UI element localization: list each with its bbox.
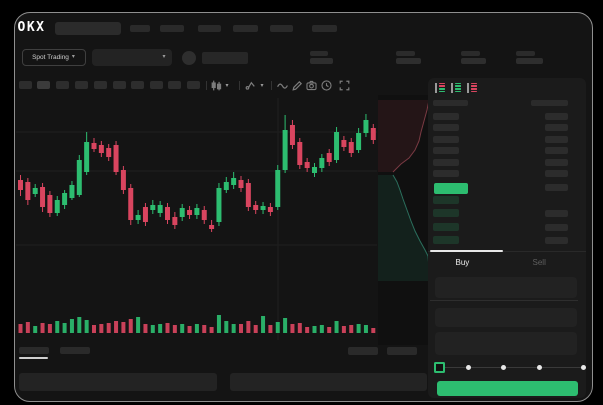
order-form-field[interactable]	[434, 331, 577, 355]
ticker-stat-value	[460, 57, 486, 64]
search-input[interactable]	[54, 21, 121, 35]
ask-size-placeholder	[544, 147, 568, 154]
buy-tab-indicator	[429, 250, 503, 252]
ticker-stat-label	[395, 50, 415, 56]
timeframe-button[interactable]	[55, 80, 69, 89]
slider-stop[interactable]	[581, 365, 586, 370]
app-window: OKX Spot Trading ▾ ▾ ▾ ▾	[14, 12, 593, 402]
history-clock-icon[interactable]	[320, 79, 332, 91]
fullscreen-icon[interactable]	[339, 80, 350, 91]
chevron-down-icon: ▾	[71, 54, 75, 60]
depth-chart[interactable]	[377, 94, 430, 345]
ticker-stat-value	[309, 57, 333, 64]
bid-price-placeholder[interactable]	[432, 209, 459, 217]
amount-slider-track[interactable]	[436, 366, 586, 368]
last-price-placeholder	[201, 51, 248, 64]
nav-item[interactable]	[159, 24, 184, 32]
bid-price-placeholder[interactable]	[432, 236, 459, 244]
market-type-selector[interactable]: Spot Trading ▾	[21, 48, 86, 66]
last-size-placeholder	[544, 183, 568, 191]
ask-size-placeholder	[544, 112, 568, 120]
nav-item[interactable]	[269, 24, 293, 32]
timeframe-button[interactable]	[186, 80, 200, 89]
ask-size-placeholder	[544, 158, 568, 166]
active-tab-underline	[18, 356, 48, 359]
chart-range-button[interactable]	[386, 346, 417, 355]
bid-size-placeholder	[544, 223, 568, 231]
indicators-icon[interactable]	[245, 80, 256, 91]
ask-price-placeholder[interactable]	[432, 158, 459, 166]
ticker-stat-label	[460, 50, 480, 56]
slider-stop[interactable]	[466, 365, 471, 370]
chart-canvas[interactable]	[15, 95, 378, 345]
ticker-stat-value	[395, 57, 421, 64]
combined-book-toggle-icon[interactable]	[434, 82, 446, 93]
tab-buy[interactable]: Buy	[455, 257, 470, 267]
ticker-stat-label	[515, 50, 535, 56]
ask-size-placeholder	[544, 170, 568, 177]
timeframe-button[interactable]	[167, 80, 181, 89]
timeframe-button[interactable]	[112, 80, 126, 89]
nav-item[interactable]	[197, 24, 221, 32]
nav-item[interactable]	[311, 24, 337, 32]
ticker-stat-label	[309, 50, 328, 56]
pair-selector-dropdown[interactable]: ▾	[91, 48, 172, 66]
nav-item[interactable]	[129, 24, 150, 32]
slider-stop[interactable]	[501, 365, 506, 370]
market-type-label: Spot Trading	[32, 53, 69, 61]
ask-price-placeholder[interactable]	[432, 147, 459, 154]
ask-price-placeholder[interactable]	[432, 170, 459, 177]
timeframe-button[interactable]	[36, 80, 50, 89]
bids-only-toggle-icon[interactable]	[450, 82, 462, 93]
nav-item[interactable]	[232, 24, 258, 32]
orders-panel-placeholder	[229, 372, 427, 391]
ask-price-placeholder[interactable]	[432, 135, 459, 143]
form-section-divider	[429, 299, 578, 301]
chart-bottom-tab-active[interactable]	[18, 346, 49, 354]
chart-bottom-tab[interactable]	[59, 346, 90, 354]
okx-logo[interactable]: OKX	[17, 19, 46, 35]
timeframe-button[interactable]	[93, 80, 107, 89]
bid-size-placeholder	[544, 237, 568, 244]
bid-price-placeholder[interactable]	[432, 195, 459, 204]
ask-size-placeholder	[544, 124, 568, 131]
chevron-down-icon: ▾	[162, 54, 166, 60]
candle-type-icon[interactable]	[211, 80, 222, 91]
camera-icon[interactable]	[305, 80, 317, 91]
orderbook-col-header	[432, 99, 468, 106]
asks-only-toggle-icon[interactable]	[466, 82, 478, 93]
ask-price-placeholder[interactable]	[432, 112, 459, 120]
chart-range-button[interactable]	[347, 346, 378, 355]
token-icon	[181, 50, 196, 65]
submit-order-button[interactable]	[436, 380, 578, 396]
trade-tabs-divider	[427, 251, 586, 252]
toolbar-divider	[270, 80, 272, 90]
last-price-pill[interactable]	[433, 182, 468, 194]
bid-size-placeholder	[544, 210, 568, 217]
timeframe-button[interactable]	[18, 80, 32, 89]
slider-stop[interactable]	[537, 365, 542, 370]
bid-price-placeholder[interactable]	[432, 222, 459, 231]
timeframe-button[interactable]	[149, 80, 163, 89]
order-form-field[interactable]	[434, 307, 577, 327]
ask-price-placeholder[interactable]	[432, 124, 459, 131]
orderbook-col-header	[530, 99, 568, 106]
slider-handle[interactable]	[433, 362, 445, 373]
ask-size-placeholder	[544, 135, 568, 143]
order-form-field[interactable]	[434, 276, 577, 298]
toolbar-divider	[238, 80, 240, 90]
line-tool-icon[interactable]	[276, 80, 288, 91]
chevron-down-icon[interactable]: ▾	[225, 82, 229, 89]
toolbar-divider	[205, 80, 207, 90]
chevron-down-icon[interactable]: ▾	[260, 82, 264, 89]
orders-panel-placeholder	[18, 372, 217, 391]
draw-pencil-icon[interactable]	[291, 80, 303, 91]
timeframe-button[interactable]	[130, 80, 144, 89]
ticker-stat-value	[515, 57, 543, 64]
tab-sell[interactable]: Sell	[532, 257, 546, 267]
timeframe-button[interactable]	[74, 80, 88, 89]
